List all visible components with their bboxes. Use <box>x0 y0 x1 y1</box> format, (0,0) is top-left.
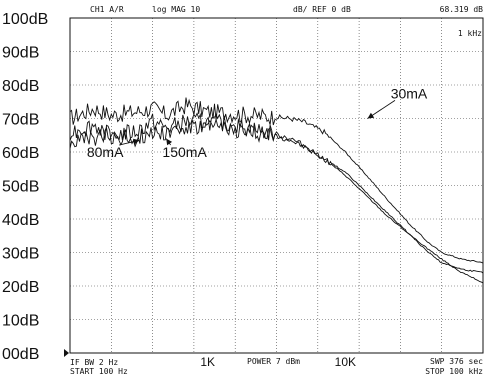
y-tick-label: 50dB <box>2 179 39 196</box>
reference-level-marker <box>64 349 69 357</box>
axis-labels: 100dB 90dB 80dB 70dB 60dB 50dB 40dB 30dB 20dB 10d… <box>2 11 356 369</box>
stop-label: STOP 100 kHz <box>425 367 483 376</box>
x-tick-label: 10K <box>335 355 356 369</box>
y-tick-label: 80dB <box>2 78 39 95</box>
marker-frequency: 1 kHz <box>458 29 482 38</box>
scale-label: dB/ REF 0 dB <box>293 5 351 14</box>
sweep-time-label: SWP 376 sec <box>430 357 483 366</box>
annotation-label: 30mA <box>391 85 428 101</box>
y-tick-label: 10dB <box>2 313 39 330</box>
y-tick-label: 70dB <box>2 112 39 129</box>
trace-30ma <box>69 97 484 264</box>
annotation-label: 150mA <box>162 144 207 160</box>
trace-80ma <box>69 112 484 274</box>
marker-value: 68.319 dB <box>440 5 484 14</box>
y-tick-label: 90dB <box>2 45 39 62</box>
ifbw-label: IF BW 2 Hz <box>70 358 118 367</box>
annotation-arrowhead <box>367 112 375 119</box>
grid <box>70 18 483 353</box>
y-tick-label: 40dB <box>2 212 39 229</box>
annotations: 30mA 80mA 150mA <box>87 85 428 160</box>
y-tick-label: 60dB <box>2 145 39 162</box>
annotation-arrowhead <box>133 138 140 145</box>
y-tick-label: 30dB <box>2 246 39 263</box>
annotation-arrowhead <box>166 138 173 146</box>
x-tick-label: 1K <box>200 355 215 369</box>
y-tick-label: 20dB <box>2 279 39 296</box>
start-label: START 100 Hz <box>70 367 128 376</box>
power-label: POWER 7 dBm <box>247 357 300 366</box>
trace-150ma <box>69 117 484 284</box>
y-tick-label: 00dB <box>2 346 39 363</box>
plot-frame <box>69 17 484 354</box>
traces <box>69 97 484 284</box>
format-label: log MAG 10 <box>152 5 200 14</box>
channel-label: CH1 A/R <box>90 5 124 14</box>
y-tick-label: 100dB <box>2 11 48 28</box>
annotation-label: 80mA <box>87 144 124 160</box>
